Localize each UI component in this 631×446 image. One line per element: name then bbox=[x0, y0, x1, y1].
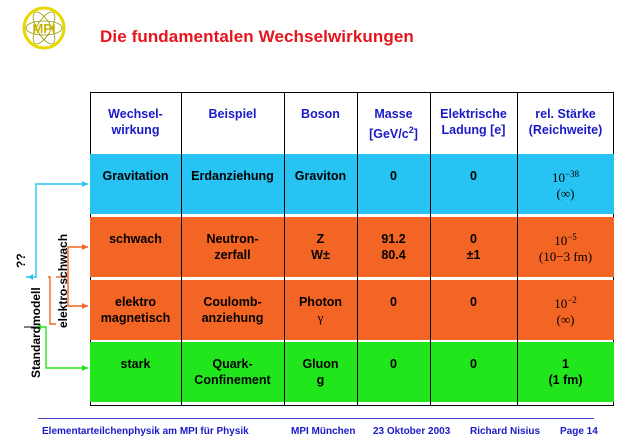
cell-example-stark: Quark- Confinement bbox=[194, 357, 271, 387]
cell-boson-em: Photon γ bbox=[298, 295, 343, 325]
arrow-green bbox=[36, 326, 88, 369]
cell-name-schwach: schwach bbox=[109, 232, 162, 246]
footer-author: Richard Nisius bbox=[470, 426, 541, 437]
footer-line bbox=[38, 418, 594, 419]
header-ladung: Elektrische Ladung [e] bbox=[440, 107, 507, 137]
cell-boson-schwach: Z W± bbox=[311, 232, 330, 262]
cell-name-stark: stark bbox=[120, 357, 151, 371]
mpi-logo: MPI bbox=[22, 6, 66, 50]
cell-mass-schwach: 91.2 80.4 bbox=[381, 232, 406, 262]
header-wechselwirkung: Wechsel-wirkung bbox=[108, 107, 163, 137]
cell-strength-schwach: 10−5 (10−3 fm) bbox=[538, 232, 593, 264]
cell-mass-gravitation: 0 bbox=[390, 169, 397, 183]
footer-course: Elementarteilchenphysik am MPI für Physi… bbox=[42, 426, 249, 437]
label-standardmodell: Standardmodell bbox=[29, 287, 43, 378]
header-boson: Boson bbox=[301, 107, 340, 121]
cell-example-em: Coulomb-anziehung bbox=[201, 295, 264, 325]
logo-text: MPI bbox=[32, 21, 55, 36]
cell-strength-gravitation: 10−38 (∞) bbox=[551, 169, 580, 201]
cell-charge-gravitation: 0 bbox=[470, 169, 477, 183]
cell-boson-stark: Gluon g bbox=[302, 357, 339, 387]
cell-example-schwach: Neutron-zerfall bbox=[206, 232, 259, 262]
cell-strength-em: 10−2 (∞) bbox=[554, 295, 577, 327]
interaction-table: Wechsel-wirkung Beispiel Boson Masse [Ge… bbox=[90, 92, 614, 406]
label-elektro-schwach: elektro-schwach bbox=[56, 233, 70, 328]
cell-charge-stark: 0 bbox=[470, 357, 477, 371]
row-bg-schwach bbox=[90, 217, 614, 277]
cell-strength-stark: 1 (1 fm) bbox=[548, 357, 583, 387]
cell-mass-stark: 0 bbox=[390, 357, 397, 371]
cell-charge-em: 0 bbox=[470, 295, 477, 309]
cell-example-gravitation: Erdanziehung bbox=[191, 169, 274, 183]
cell-mass-em: 0 bbox=[390, 295, 397, 309]
cell-charge-schwach: 0 ±1 bbox=[466, 232, 481, 262]
side-arrows bbox=[24, 181, 88, 371]
row-bg-em bbox=[90, 280, 614, 340]
footer-place: MPI München bbox=[291, 426, 356, 437]
footer-page: Page 14 bbox=[560, 426, 598, 437]
cell-name-em: elektro magnetisch bbox=[100, 295, 171, 325]
header-staerke: rel. Stärke (Reichweite) bbox=[528, 107, 603, 137]
cell-boson-gravitation: Graviton bbox=[294, 169, 347, 183]
page-title: Die fundamentalen Wechselwirkungen bbox=[100, 27, 414, 46]
footer-date: 23 Oktober 2003 bbox=[373, 426, 451, 437]
row-bg-gravitation bbox=[90, 154, 614, 214]
row-bg-stark bbox=[90, 342, 614, 402]
arrow-orange bbox=[67, 246, 88, 307]
header-masse: Masse [GeV/c2] bbox=[369, 107, 418, 141]
cell-name-gravitation: Gravitation bbox=[102, 169, 169, 183]
label-qq: ?? bbox=[14, 253, 28, 268]
header-beispiel: Beispiel bbox=[208, 107, 257, 121]
